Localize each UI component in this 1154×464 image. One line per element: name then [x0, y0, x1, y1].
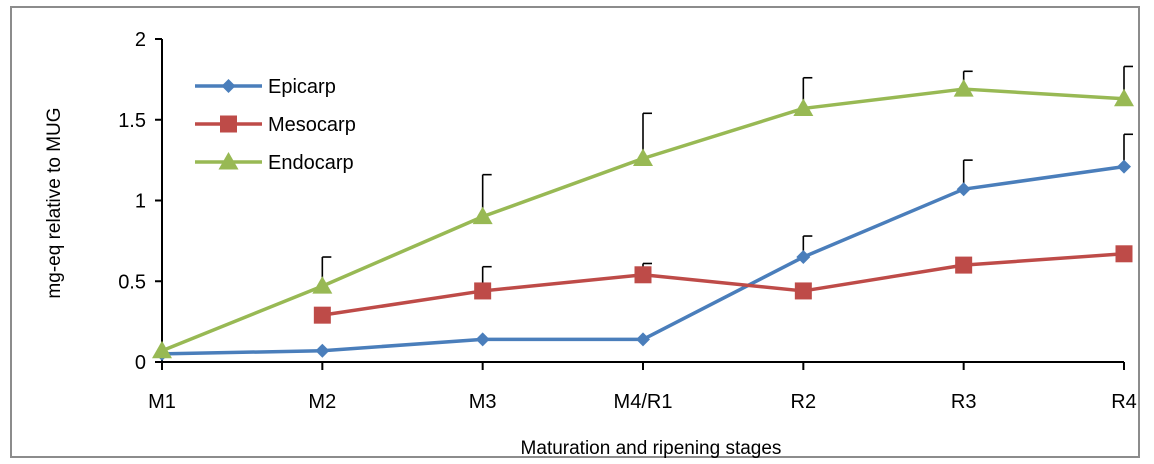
point-epicarp [636, 332, 650, 347]
y-tick-label: 2 [135, 29, 146, 51]
x-tick-label: M4/R1 [614, 391, 673, 413]
legend-label-epicarp: Epicarp [268, 76, 336, 98]
legend-marker-mesocarp [220, 115, 237, 133]
point-epicarp [956, 182, 971, 197]
point-epicarp [1117, 159, 1131, 174]
legend-label-mesocarp: Mesocarp [268, 114, 356, 136]
point-endocarp [633, 148, 653, 167]
y-axis-title: mg-eq relative to MUG [44, 107, 65, 298]
series-line-mesocarp [322, 252, 1125, 317]
point-mesocarp [313, 306, 331, 324]
point-endocarp [472, 206, 493, 225]
x-tick-label: M1 [148, 391, 176, 413]
legend-label-endocarp: Endocarp [268, 152, 354, 174]
x-tick-label: R4 [1111, 391, 1137, 413]
point-mesocarp [1115, 245, 1133, 263]
error-bars [321, 65, 1133, 291]
y-tick-label: 1.5 [118, 110, 146, 132]
chart-frame [10, 6, 1140, 458]
series-markers [152, 79, 1134, 361]
x-axis-title: Maturation and ripening stages [521, 438, 782, 459]
point-mesocarp [474, 282, 492, 300]
point-endocarp [152, 340, 172, 359]
legend: Epicarp Mesocarp Endocarp [195, 76, 356, 174]
point-endocarp [793, 98, 814, 116]
point-mesocarp [794, 282, 812, 300]
x-tick-label: R2 [791, 391, 817, 413]
point-endocarp [1114, 88, 1134, 107]
series-line-epicarp [161, 164, 1125, 356]
x-tick-label: M2 [308, 391, 336, 413]
point-epicarp [796, 250, 811, 265]
legend-marker-epicarp [221, 79, 236, 93]
axes: 0 0.5 1 1.5 2 M1 M2 M3 M4/R1 R2 R3 R4 [118, 29, 1137, 413]
y-tick-label: 1 [135, 191, 146, 213]
point-mesocarp [634, 266, 652, 284]
y-tick-label: 0.5 [118, 271, 146, 293]
legend-marker-endocarp [218, 152, 239, 170]
point-epicarp [475, 332, 490, 347]
x-tick-label: R3 [951, 391, 977, 413]
point-endocarp [953, 79, 974, 97]
x-tick-label: M3 [469, 391, 497, 413]
point-endocarp [312, 276, 333, 294]
point-mesocarp [955, 256, 973, 274]
point-epicarp [315, 343, 330, 358]
y-tick-label: 0 [135, 352, 146, 374]
